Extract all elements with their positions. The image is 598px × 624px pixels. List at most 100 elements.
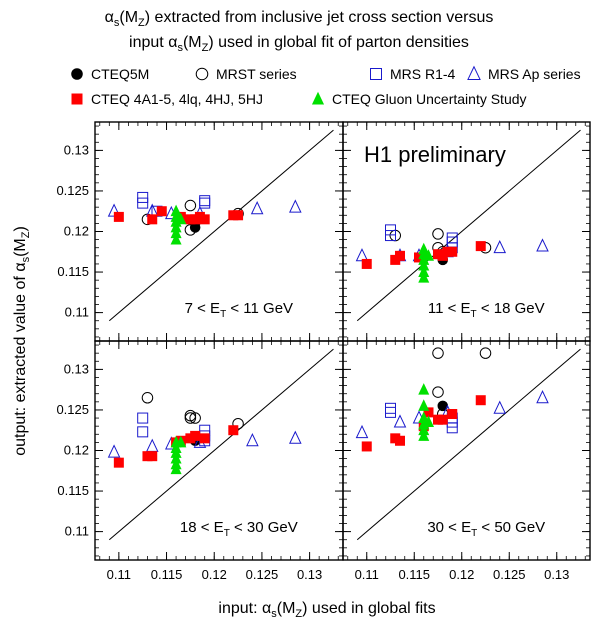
y-tick-label: 0.13 (64, 361, 89, 376)
data-point (447, 409, 458, 419)
data-point (184, 199, 197, 212)
data-point (137, 412, 149, 424)
x-tick-label: 0.125 (246, 567, 279, 582)
legend-marker (370, 68, 382, 80)
legend-label: CTEQ Gluon Uncertainty Study (332, 91, 527, 107)
data-point (385, 224, 396, 236)
data-point (395, 250, 405, 261)
legend: CTEQ5M MRST series MRS R1-4 MRS Ap series CT… (71, 65, 581, 107)
y-tick-label: 0.115 (57, 264, 89, 279)
panel-label: 18 < ET < 30 GeV (180, 519, 298, 539)
data-point (141, 392, 154, 404)
legend-marker (467, 65, 481, 80)
data-point (289, 430, 302, 444)
x-tick-label: 0.12 (202, 567, 227, 582)
legend-item: CTEQ5M (71, 66, 149, 82)
data-point (479, 347, 492, 359)
data-point (170, 226, 182, 239)
data-point (385, 406, 396, 418)
panel: 0.11 0.115 0.12 0.125 0.13 30 < ET < 50 GeV (342, 340, 591, 582)
data-point (385, 402, 396, 414)
data-point (199, 433, 210, 444)
legend-label: CTEQ5M (91, 66, 149, 82)
data-point (107, 444, 121, 458)
data-point (493, 400, 507, 414)
data-point (385, 230, 396, 242)
y-tick-label: 0.12 (64, 443, 89, 458)
legend-marker (311, 91, 325, 105)
data-point (475, 395, 486, 406)
legend-item: MRST series (195, 66, 297, 82)
legend-marker (71, 68, 83, 80)
chart-title-line-2: input αs(MZ) used in global fit of parto… (129, 34, 469, 54)
legend-marker (71, 93, 83, 105)
data-point (175, 435, 187, 448)
data-point (113, 457, 124, 468)
data-point (184, 412, 197, 424)
y-tick-label: 0.115 (57, 483, 89, 498)
x-tick-label: 0.125 (493, 567, 526, 582)
data-point (395, 435, 405, 446)
data-point (189, 412, 201, 424)
x-axis-label: input: αs(MZ) used in global fits (218, 600, 435, 620)
data-point (423, 415, 434, 428)
y-tick-label: 0.11 (65, 305, 89, 320)
x-tick-label: 0.11 (107, 567, 131, 582)
data-point (113, 211, 124, 222)
data-point (393, 414, 407, 428)
data-point (418, 429, 430, 441)
data-point (190, 430, 201, 441)
legend-marker (195, 67, 209, 81)
x-tick-label: 0.13 (544, 567, 569, 582)
data-point (147, 451, 158, 462)
data-point (145, 438, 159, 452)
data-point (361, 441, 372, 452)
data-point (423, 407, 434, 418)
data-point (414, 252, 424, 263)
plot-panels: 0.11 0.115 0.12 0.125 0.13 7 < ET < 11 GeV 11 … (56, 121, 591, 582)
panel: 0.11 0.115 0.12 0.125 0.13 0.11 0.115 0.12 0.125… (56, 340, 344, 582)
x-tick-label: 0.12 (449, 567, 474, 582)
data-point (423, 249, 434, 261)
legend-item: MRS Ap series (467, 65, 581, 82)
legend-label: MRS Ap series (488, 66, 581, 82)
diagonal-reference-line (108, 348, 334, 541)
data-point (199, 197, 211, 209)
legend-item: MRS R1-4 (370, 66, 456, 82)
data-point (432, 347, 444, 359)
data-point (418, 383, 430, 395)
y-tick-label: 0.12 (64, 224, 89, 239)
data-point (536, 238, 549, 252)
data-point (418, 399, 430, 411)
data-point (446, 422, 458, 434)
h1-preliminary-annotation: H1 preliminary (364, 142, 506, 167)
data-point (437, 414, 448, 425)
panel-label: 7 < ET < 11 GeV (185, 300, 293, 320)
y-tick-label: 0.125 (56, 183, 89, 198)
data-point (199, 214, 210, 225)
data-point (437, 400, 448, 412)
data-point (246, 433, 259, 447)
data-point (137, 426, 149, 438)
diagonal-reference-line (356, 129, 581, 322)
chart-title-line-1: αs(MZ) extracted from inclusive jet cros… (105, 9, 494, 29)
data-point (147, 214, 158, 225)
data-point (175, 212, 187, 225)
panel: 0.11 0.115 0.12 0.125 0.13 7 < ET < 11 GeV (56, 121, 344, 342)
panel-label: 11 < ET < 18 GeV (428, 300, 545, 320)
diagonal-reference-line (356, 348, 581, 541)
data-point (233, 210, 244, 221)
data-point (432, 386, 444, 398)
x-tick-label: 0.115 (151, 567, 183, 582)
legend-label: MRST series (216, 66, 297, 82)
data-point (156, 206, 167, 217)
data-point (170, 233, 182, 245)
data-point (475, 241, 486, 252)
y-tick-label: 0.125 (56, 402, 89, 417)
y-tick-label: 0.13 (64, 142, 89, 157)
data-point (199, 195, 211, 207)
diagonal-reference-line (108, 129, 334, 322)
data-point (228, 425, 239, 436)
data-point (536, 390, 549, 404)
data-point (446, 232, 458, 244)
